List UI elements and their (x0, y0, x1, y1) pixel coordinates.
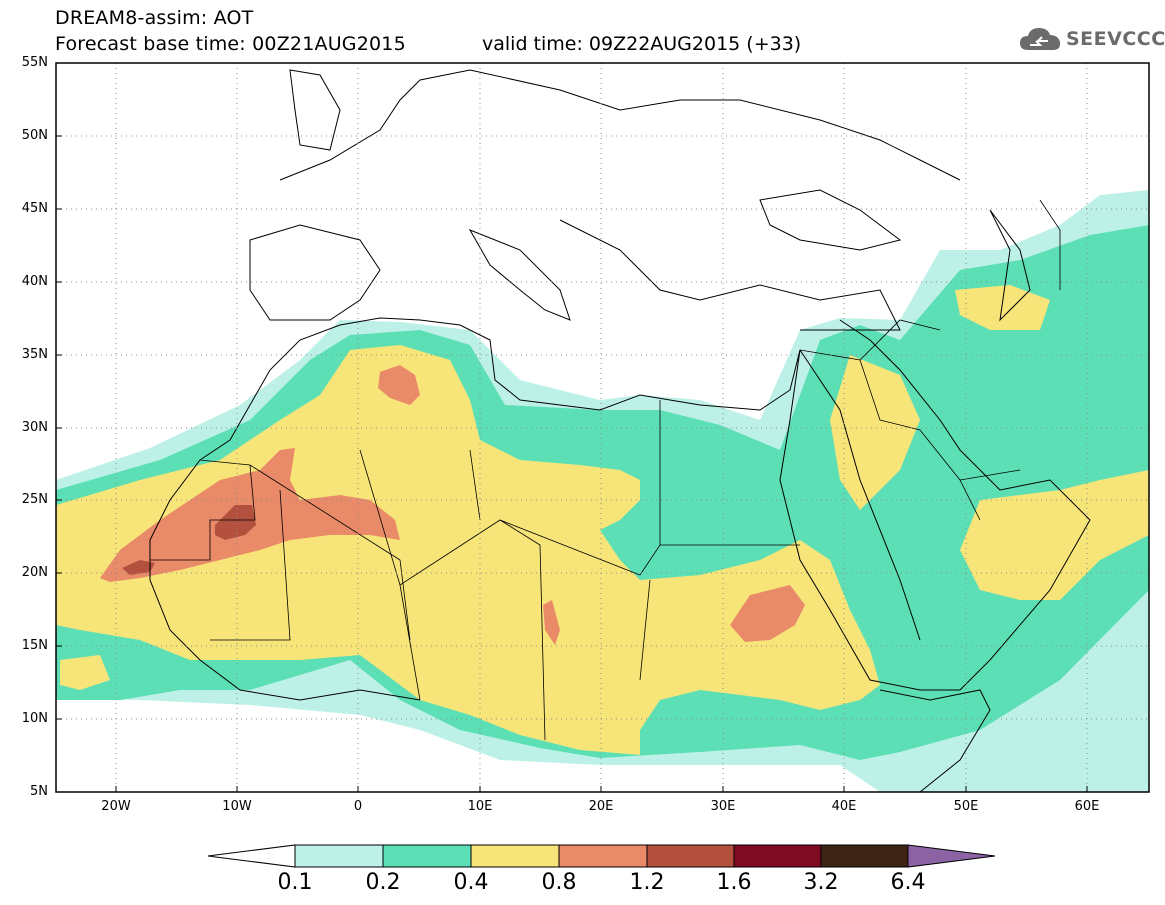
forecast-base-time: Forecast base time: 00Z21AUG2015 (55, 33, 406, 55)
coastline-horn-africa (879, 689, 991, 792)
coastline-north-africa (199, 317, 801, 461)
aot-level-0.8-sudan (730, 585, 805, 642)
aot-level-0.4-atlantic (60, 655, 110, 690)
lon-label-10e: 10E (467, 799, 493, 814)
lat-label-5n: 5N (30, 784, 48, 799)
colorbar-swatch-0.4 (470, 844, 560, 868)
lat-label-35n: 35N (21, 347, 48, 362)
lat-label-50n: 50N (21, 128, 48, 143)
colorbar-swatch-1.6 (733, 844, 822, 868)
border-lines-sahara (150, 400, 800, 741)
coastline-red-sea (779, 319, 1091, 691)
lon-label-40e: 40E (831, 799, 857, 814)
country-borders (150, 199, 1061, 741)
colorbar-label-1.6: 1.6 (716, 870, 752, 895)
colorbar-swatch-1.2 (646, 844, 735, 868)
aot-level-0.4-oman (960, 470, 1149, 600)
coastlines (149, 69, 1091, 792)
colorbar-label-1.2: 1.2 (629, 870, 665, 895)
coastline-black-sea (759, 189, 902, 251)
lon-label-30e: 30E (710, 799, 736, 814)
colorbar-label-0.1: 0.1 (277, 870, 313, 895)
colorbar-swatch-0.1 (294, 844, 384, 868)
coastline-caspian (989, 209, 1031, 322)
colorbar-label-0.2: 0.2 (365, 870, 401, 895)
colorbar-label-0.4: 0.4 (453, 870, 489, 895)
lat-label-55n: 55N (21, 55, 48, 70)
lat-label-40n: 40N (21, 274, 48, 289)
cloud-logo-icon (1020, 28, 1061, 50)
aot-level-0.8-atlas (378, 365, 420, 405)
coastline-iberia (249, 224, 381, 321)
coastline-uk (289, 69, 341, 151)
colorbar-over-triangle (907, 844, 996, 868)
lon-label-20w: 20W (101, 799, 131, 814)
logo-text: SEEVCCC (1066, 28, 1165, 50)
axis-ticks (56, 62, 1088, 792)
coastline-balkans-turkey (559, 219, 901, 331)
lon-label-50e: 50E (953, 799, 979, 814)
aot-level-0.4 (56, 345, 880, 755)
gridlines (56, 63, 1149, 792)
aot-level-1.2 (215, 505, 256, 540)
colorbar-swatch-0.2 (382, 844, 472, 868)
coastline-arabia-east (799, 349, 921, 641)
aot-level-0.4-caspian (955, 285, 1050, 330)
aot-level-0.4-arabia (830, 355, 920, 510)
colorbar-label-3.2: 3.2 (803, 870, 839, 895)
valid-time: valid time: 09Z22AUG2015 (+33) (482, 33, 802, 55)
plot-frame (55, 62, 1150, 793)
lat-label-30n: 30N (21, 420, 48, 435)
lat-label-25n: 25N (21, 492, 48, 507)
coastline-europe-north (279, 69, 961, 181)
aot-field (56, 190, 1149, 792)
lat-label-20n: 20N (21, 565, 48, 580)
border-lines-middle-east (799, 199, 1061, 521)
lon-label-0: 0 (353, 799, 363, 814)
colorbar-label-6.4: 6.4 (890, 870, 926, 895)
colorbar-under-triangle (207, 844, 296, 868)
colorbar (207, 844, 996, 868)
lat-label-45n: 45N (21, 201, 48, 216)
lon-label-60e: 60E (1074, 799, 1100, 814)
lon-label-10w: 10W (222, 799, 252, 814)
lat-label-15n: 15N (21, 638, 48, 653)
aot-level-1.2-coast (122, 560, 155, 575)
colorbar-label-0.8: 0.8 (541, 870, 577, 895)
colorbar-swatch-3.2 (820, 844, 909, 868)
lon-label-20e: 20E (588, 799, 614, 814)
lat-label-10n: 10N (21, 711, 48, 726)
coastline-italy (468, 229, 571, 321)
map-title: DREAM8-assim: AOT (55, 7, 254, 29)
coastline-west-africa (149, 459, 421, 701)
colorbar-swatch-0.8 (558, 844, 648, 868)
aot-level-0.8-chad (543, 600, 560, 645)
